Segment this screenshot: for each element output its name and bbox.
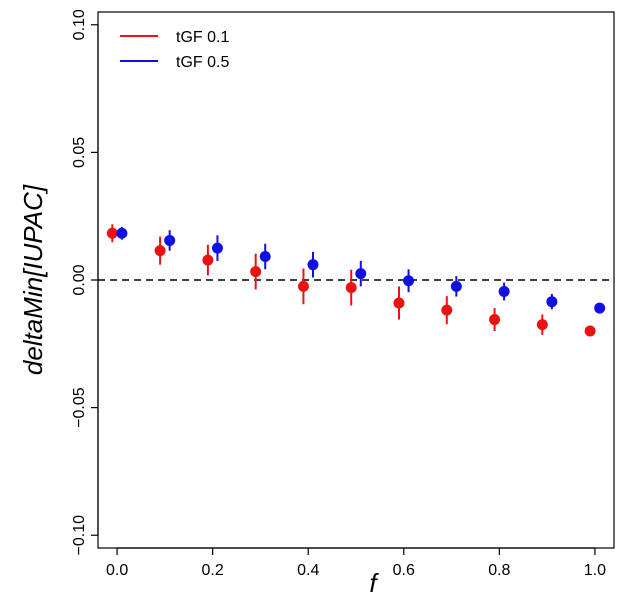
x-tick-label: 0.6 xyxy=(393,562,415,579)
data-point-tgf-0-5 xyxy=(355,268,367,280)
data-point-tgf-0-1 xyxy=(202,254,214,266)
data-point-tgf-0-5 xyxy=(546,296,558,308)
y-tick-label: −0.10 xyxy=(71,515,88,556)
data-point-tgf-0-5 xyxy=(259,251,271,263)
y-tick-label: 0.00 xyxy=(71,264,88,295)
data-point-tgf-0-1 xyxy=(584,325,596,337)
x-tick-label: 0.2 xyxy=(202,562,224,579)
data-point-tgf-0-5 xyxy=(498,285,510,297)
y-tick-label: −0.05 xyxy=(71,387,88,428)
legend-label-tgf-0-1: tGF 0.1 xyxy=(176,29,229,46)
y-tick-label: 0.05 xyxy=(71,137,88,168)
x-tick-label: 0.4 xyxy=(297,562,319,579)
data-point-tgf-0-1 xyxy=(393,297,405,309)
x-axis: 0.0 0.2 0.4 0.6 0.8 1.0 xyxy=(106,547,606,579)
y-tick-label: 0.10 xyxy=(71,9,88,40)
data-point-tgf-0-1 xyxy=(489,314,501,326)
x-tick-label: 0.8 xyxy=(488,562,510,579)
legend-label-tgf-0-5: tGF 0.5 xyxy=(176,54,229,71)
data-point-tgf-0-5 xyxy=(211,242,223,254)
data-point-tgf-0-5 xyxy=(164,234,176,246)
data-point-tgf-0-5 xyxy=(116,227,128,239)
data-point-tgf-0-1 xyxy=(154,245,166,257)
data-point-tgf-0-1 xyxy=(536,319,548,331)
legend: tGF 0.1 tGF 0.5 xyxy=(120,29,229,71)
data-point-tgf-0-1 xyxy=(250,266,262,278)
data-point-tgf-0-5 xyxy=(307,259,319,271)
data-point-tgf-0-1 xyxy=(106,227,118,239)
data-point-tgf-0-5 xyxy=(594,302,606,314)
data-points xyxy=(106,224,606,337)
data-point-tgf-0-5 xyxy=(450,280,462,292)
x-tick-label: 0.0 xyxy=(106,562,128,579)
y-axis-title: deltaMin[IUPAC] xyxy=(18,184,48,375)
data-point-tgf-0-5 xyxy=(403,275,415,287)
data-point-tgf-0-1 xyxy=(297,280,309,292)
x-tick-label: 1.0 xyxy=(584,562,606,579)
data-point-tgf-0-1 xyxy=(345,282,357,294)
x-axis-title: f xyxy=(369,568,379,598)
data-point-tgf-0-1 xyxy=(441,304,453,316)
y-axis: −0.10 −0.05 0.00 0.05 0.10 xyxy=(71,9,99,556)
